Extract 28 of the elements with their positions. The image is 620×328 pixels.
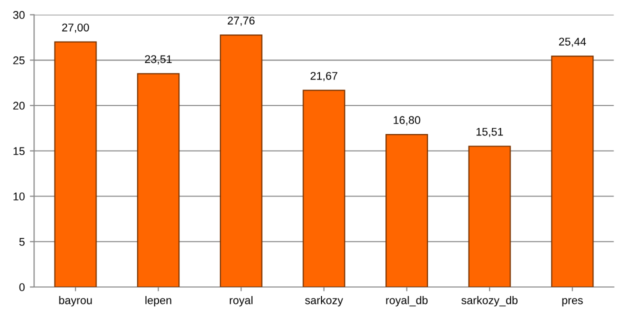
bar (54, 41, 97, 287)
x-tick-label: lepen (145, 296, 172, 306)
y-tick-label: 5 (19, 238, 25, 246)
data-label: 16,80 (394, 116, 420, 126)
bar (302, 90, 346, 287)
x-tick-label: royal (230, 296, 252, 306)
data-label: 25,44 (559, 38, 586, 47)
y-tick-label: 0 (19, 283, 25, 292)
data-label: 21,67 (310, 72, 338, 82)
data-label: 27,00 (62, 24, 89, 33)
y-tick-label: 10 (14, 192, 25, 200)
y-tick-label: 15 (14, 147, 25, 156)
data-label: 23,51 (144, 55, 172, 64)
data-label: 15,51 (476, 128, 503, 138)
x-tick-label: royal_db (386, 296, 428, 306)
x-tick-label: bayrou (59, 296, 92, 306)
bar (551, 56, 594, 287)
bar (220, 34, 262, 287)
x-tick-label: pres (562, 298, 583, 306)
y-tick-label: 25 (13, 56, 25, 64)
x-tick-label: sarkozy_db (461, 296, 518, 306)
y-tick-label: 30 (13, 11, 25, 19)
bar (386, 134, 428, 287)
y-tick-label: 20 (13, 102, 25, 110)
data-label: 27,76 (228, 16, 255, 26)
bar (137, 73, 180, 287)
x-tick-label: sarkozy (305, 296, 344, 306)
bar (468, 146, 511, 287)
